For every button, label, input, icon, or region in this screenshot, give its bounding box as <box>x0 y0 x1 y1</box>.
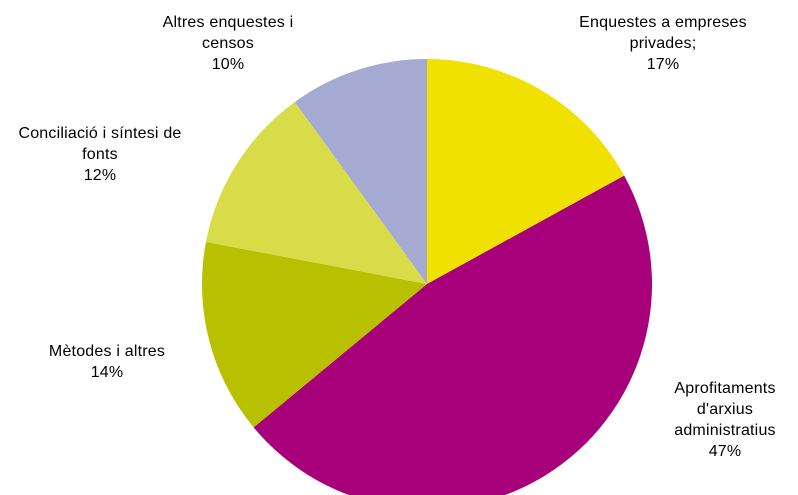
slice-label-conciliacio: Conciliació i síntesi de fonts 12% <box>0 123 200 186</box>
slice-label-text: Altres enquestes i censos <box>162 14 294 52</box>
slice-label-text: Mètodes i altres <box>48 343 166 360</box>
slice-label-percent: 10% <box>211 56 245 73</box>
pie-slice-3 <box>205 101 427 284</box>
slice-label-text: Aprofitaments d'arxius administratius <box>674 380 776 439</box>
pie-slice-1 <box>253 175 652 495</box>
slice-label-enquestes-empreses: Enquestes a empreses privades; 17% <box>548 12 778 75</box>
slice-label-percent: 47% <box>708 443 742 460</box>
pie-slice-2 <box>202 241 427 428</box>
slice-label-text: Enquestes a empreses privades; <box>579 14 747 52</box>
slice-label-percent: 17% <box>646 56 680 73</box>
pie-slice-0 <box>427 59 625 284</box>
slice-label-percent: 14% <box>90 364 124 381</box>
slice-label-percent: 12% <box>83 167 117 184</box>
slice-label-aprofitaments: Aprofitaments d'arxius administratius 47… <box>652 378 798 462</box>
slice-label-text: Conciliació i síntesi de fonts <box>18 125 182 163</box>
slice-label-altres-enquestes: Altres enquestes i censos 10% <box>128 12 328 75</box>
pie-slices <box>202 58 652 495</box>
slice-label-metodes: Mètodes i altres 14% <box>12 341 202 383</box>
pie-slice-4 <box>294 58 427 284</box>
